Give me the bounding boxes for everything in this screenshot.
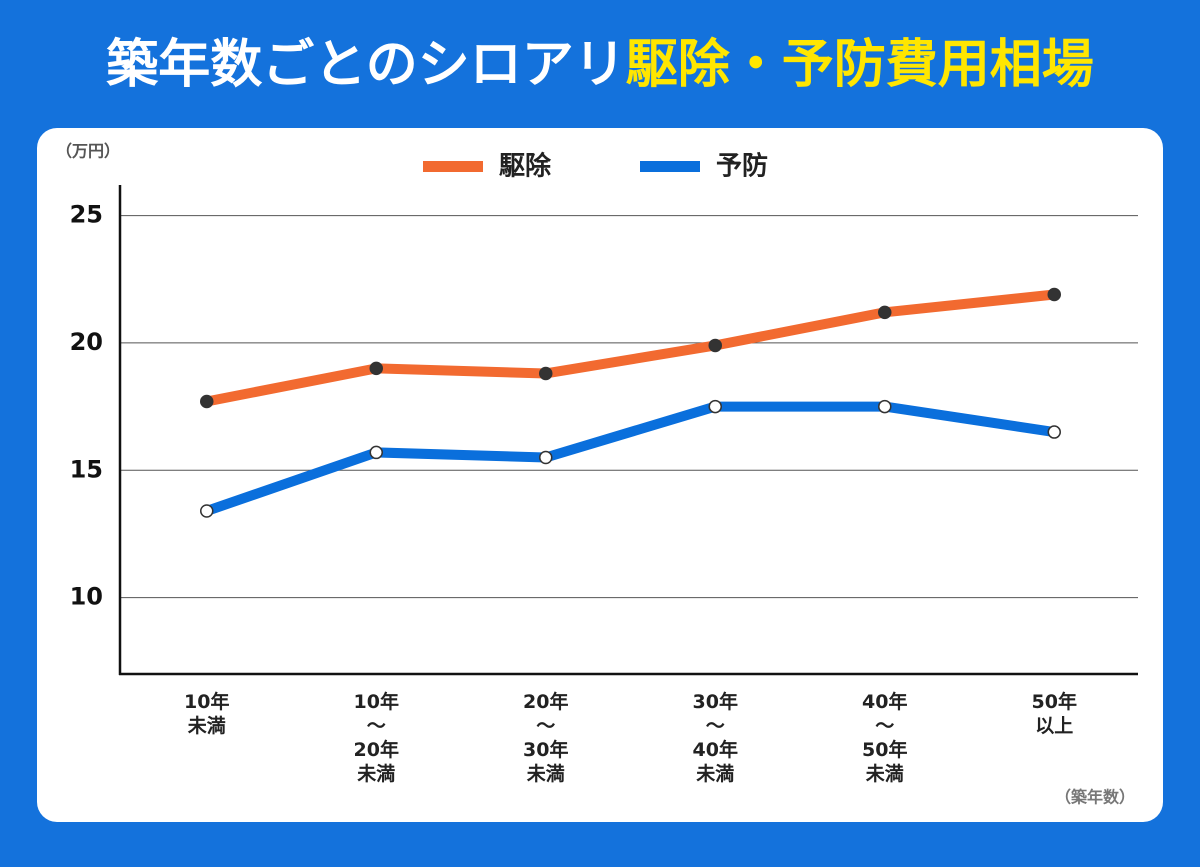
chart-title: 築年数ごとのシロアリ駆除・予防費用相場 (106, 35, 1094, 95)
data-point (539, 450, 553, 465)
y-tick-label: 15 (70, 455, 103, 483)
data-point (708, 338, 722, 353)
data-point (878, 399, 892, 414)
data-point (200, 394, 214, 409)
x-tick-label: 10年未満 (184, 690, 229, 737)
legend-swatch (423, 161, 483, 172)
y-axis-label: （万円） (56, 142, 120, 161)
card (37, 128, 1163, 822)
legend-label: 予防 (716, 152, 768, 182)
y-tick-label: 10 (70, 583, 103, 611)
data-point (539, 366, 553, 381)
data-point (369, 445, 383, 460)
x-tick-label: 40年〜 50年未満 (862, 690, 907, 785)
legend-swatch (640, 161, 700, 172)
y-tick-label: 25 (70, 201, 103, 229)
data-point (200, 504, 214, 518)
title-part: 駆除・予防費用相場 (626, 35, 1094, 95)
data-point (708, 399, 722, 414)
data-point (878, 305, 892, 320)
x-tick-label: 50年以上 (1032, 690, 1077, 737)
y-tick-label: 20 (70, 328, 103, 356)
data-point (369, 361, 383, 376)
data-point (1047, 425, 1061, 439)
x-axis-label: （築年数） (1055, 788, 1135, 807)
x-tick-label: 30年〜 40年未満 (693, 690, 738, 785)
series-line (205, 289, 1055, 407)
title-part: 築年数ごとのシロアリ (106, 35, 625, 95)
x-tick-label: 10年〜 20年未満 (354, 690, 399, 785)
x-tick-label: 20年〜 30年未満 (523, 690, 568, 785)
data-point (1047, 287, 1061, 302)
series-line (205, 401, 1055, 516)
legend-label: 駆除 (499, 151, 552, 182)
